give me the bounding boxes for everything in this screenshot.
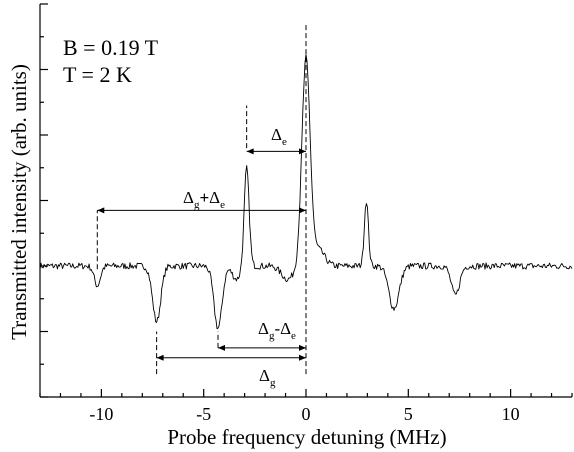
arrow-head-left (156, 354, 164, 361)
delta-e-label: Δe (271, 125, 287, 148)
x-tick-label: -10 (89, 404, 113, 424)
arrow-head-left (218, 344, 226, 351)
arrow-head-right (299, 148, 306, 155)
delta-g-minus-e-label: Δg-Δe (258, 319, 296, 342)
arrow-head-right (299, 207, 306, 214)
x-tick-label: 10 (502, 404, 520, 424)
x-tick-label: -5 (196, 404, 211, 424)
markers-group (96, 23, 307, 375)
x-tick-label: 5 (404, 404, 413, 424)
delta-g-label: Δg (259, 366, 276, 389)
delta-g-plus-e-label: Δg+Δe (183, 188, 225, 211)
spectrum-trace (39, 54, 573, 330)
field-annotation: B = 0.19 T (63, 35, 159, 60)
arrow-head-right (299, 354, 306, 361)
x-axis-title: Probe frequency detuning (MHz) (167, 425, 446, 449)
x-tick-label: 0 (302, 404, 311, 424)
arrow-head-left (246, 148, 254, 155)
arrow-head-left (97, 207, 105, 214)
y-axis-title: Transmitted intensity (arb. units) (7, 64, 31, 340)
temperature-annotation: T = 2 K (63, 62, 132, 87)
trace-group (39, 54, 573, 330)
arrow-head-right (299, 344, 306, 351)
